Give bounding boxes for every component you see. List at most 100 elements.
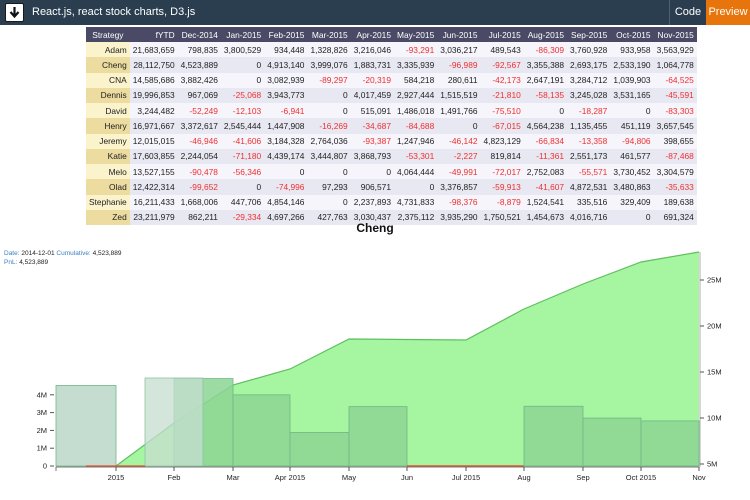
table-row[interactable]: Jeremy 12,015,015 -46,946 -41,606 3,184,328 2… [86,133,697,149]
strategy-name[interactable]: Melo [86,164,130,180]
table-cell: 4,523,889 [177,57,221,73]
x-tick-label: Nov [692,473,706,482]
strategy-table: Strategy fYTD Dec-2014 Jan-2015 Feb-2015 Mar-… [86,27,697,225]
table-cell: 967,069 [177,87,221,103]
table-cell: -20,319 [350,72,394,88]
table-cell: 0 [220,179,265,195]
column-header-fytd[interactable]: fYTD [129,27,178,42]
column-header-may-2015[interactable]: May-2015 [393,27,438,42]
column-header-jun-2015[interactable]: Jun-2015 [437,27,481,42]
table-row[interactable]: Zed 23,211,979 862,211 -29,334 4,697,266 427,… [86,209,697,225]
table-cell: -84,688 [393,118,438,134]
hover-highlight-bar [144,377,204,467]
table-row[interactable]: Henry 16,971,667 3,372,617 2,545,444 1,447,9… [86,118,697,134]
column-header-sep-2015[interactable]: Sep-2015 [567,27,611,42]
strategy-name[interactable]: Olad [86,179,130,195]
table-cell: 933,958 [610,42,654,58]
table-cell: 3,760,928 [567,42,611,58]
table-cell: 4,697,266 [264,209,308,225]
column-header-jan-2015[interactable]: Jan-2015 [220,27,265,42]
strategy-name[interactable]: Katie [86,148,130,164]
table-row[interactable]: CNA 14,585,686 3,882,426 0 3,082,939 -89,297-… [86,72,697,88]
tooltip-pnl-label: PnL: [4,259,18,266]
table-cell: 3,935,290 [437,209,481,225]
table-cell: 1,447,908 [264,118,308,134]
table-cell: 1,750,521 [480,209,524,225]
table-cell: 0 [610,209,654,225]
table-cell: 2,545,444 [220,118,265,134]
table-cell: 3,657,545 [653,118,697,134]
table-cell: 1,247,946 [393,133,438,149]
table-cell: 13,527,155 [129,164,178,180]
table-row[interactable]: Cheng 28,112,750 4,523,889 0 4,913,140 3,999,… [86,57,697,73]
strategy-name[interactable]: Cheng [86,57,130,73]
table-cell: -92,567 [480,57,524,73]
pnl-chart[interactable]: 2015 Feb Mar Apr 2015 May Jun Jul 2015 Aug Sep Oc… [0,240,750,500]
preview-button[interactable]: Preview [706,0,750,25]
tooltip-pnl-value: 4,523,889 [19,259,49,266]
table-cell: 0 [307,103,351,119]
table-cell: 1,515,519 [437,87,481,103]
table-cell: -35,633 [653,179,697,195]
table-cell: 12,422,314 [129,179,178,195]
table-cell: -93,387 [350,133,394,149]
table-cell: -34,687 [350,118,394,134]
table-row[interactable]: Olad 12,422,314 -99,652 0 -74,996 97,293 906,5… [86,179,697,195]
strategy-name[interactable]: Jeremy [86,133,130,149]
table-cell: 3,284,712 [567,72,611,88]
strategy-name[interactable]: CNA [86,72,130,88]
strategy-name[interactable]: Henry [86,118,130,134]
x-tick-label: Sep [576,473,589,482]
download-arrow-icon[interactable] [5,3,24,22]
table-cell: 19,996,853 [129,87,178,103]
column-header-mar-2015[interactable]: Mar-2015 [307,27,351,42]
left-tick-label: 1M [37,444,47,453]
pnl-bar [348,406,408,467]
strategy-name[interactable]: Adam [86,42,130,58]
strategy-name[interactable]: Stephanie [86,194,130,210]
chart-title: Cheng [356,221,394,235]
column-header-aug-2015[interactable]: Aug-2015 [523,27,568,42]
table-cell: 3,376,857 [437,179,481,195]
table-cell: 3,244,482 [129,103,178,119]
table-cell: 0 [393,179,438,195]
column-header-strategy[interactable]: Strategy [86,27,130,42]
table-cell: 1,454,673 [523,209,568,225]
table-cell: 1,064,778 [653,57,697,73]
column-header-feb-2015[interactable]: Feb-2015 [264,27,308,42]
table-row[interactable]: David 3,244,482 -52,249 -12,103 -6,941 0 515,0… [86,103,697,119]
column-header-jul-2015[interactable]: Jul-2015 [480,27,524,42]
table-cell: -13,358 [567,133,611,149]
table-cell: -2,227 [437,148,481,164]
table-cell: -55,571 [567,164,611,180]
table-cell: -83,303 [653,103,697,119]
strategy-name[interactable]: David [86,103,130,119]
table-cell: 4,854,146 [264,194,308,210]
table-cell: 691,324 [653,209,697,225]
x-tick-label: Apr 2015 [275,473,305,482]
column-header-dec-2014[interactable]: Dec-2014 [177,27,221,42]
x-tick-label: Jul 2015 [452,473,480,482]
table-row[interactable]: Adam 21,683,659 798,835 3,800,529 934,448 1,3… [86,42,697,58]
table-cell: -49,991 [437,164,481,180]
column-header-apr-2015[interactable]: Apr-2015 [350,27,394,42]
code-button[interactable]: Code [669,0,706,25]
strategy-name[interactable]: Zed [86,209,130,225]
table-row[interactable]: Melo 13,527,155 -90,478 -56,346 0 0 0 4,064,444… [86,164,697,180]
column-header-oct-2015[interactable]: Oct-2015 [610,27,654,42]
right-tick-label: 25M [707,276,722,285]
table-row[interactable]: Katie 17,603,855 2,244,054 -71,180 4,439,174… [86,148,697,164]
table-cell: 21,683,659 [129,42,178,58]
table-cell: -71,180 [220,148,265,164]
table-cell: -52,249 [177,103,221,119]
strategy-name[interactable]: Dennis [86,87,130,103]
table-cell: 819,814 [480,148,524,164]
table-cell: 97,293 [307,179,351,195]
table-cell: -45,591 [653,87,697,103]
column-header-nov-2015[interactable]: Nov-2015 [653,27,697,42]
table-row[interactable]: Stephanie 16,211,433 1,668,006 447,706 4,854… [86,194,697,210]
pnl-bar [55,385,117,467]
table-row[interactable]: Dennis 19,996,853 967,069 -25,068 3,943,773 0… [86,87,697,103]
table-cell: 2,551,173 [567,148,611,164]
right-tick-label: 5M [707,460,717,469]
